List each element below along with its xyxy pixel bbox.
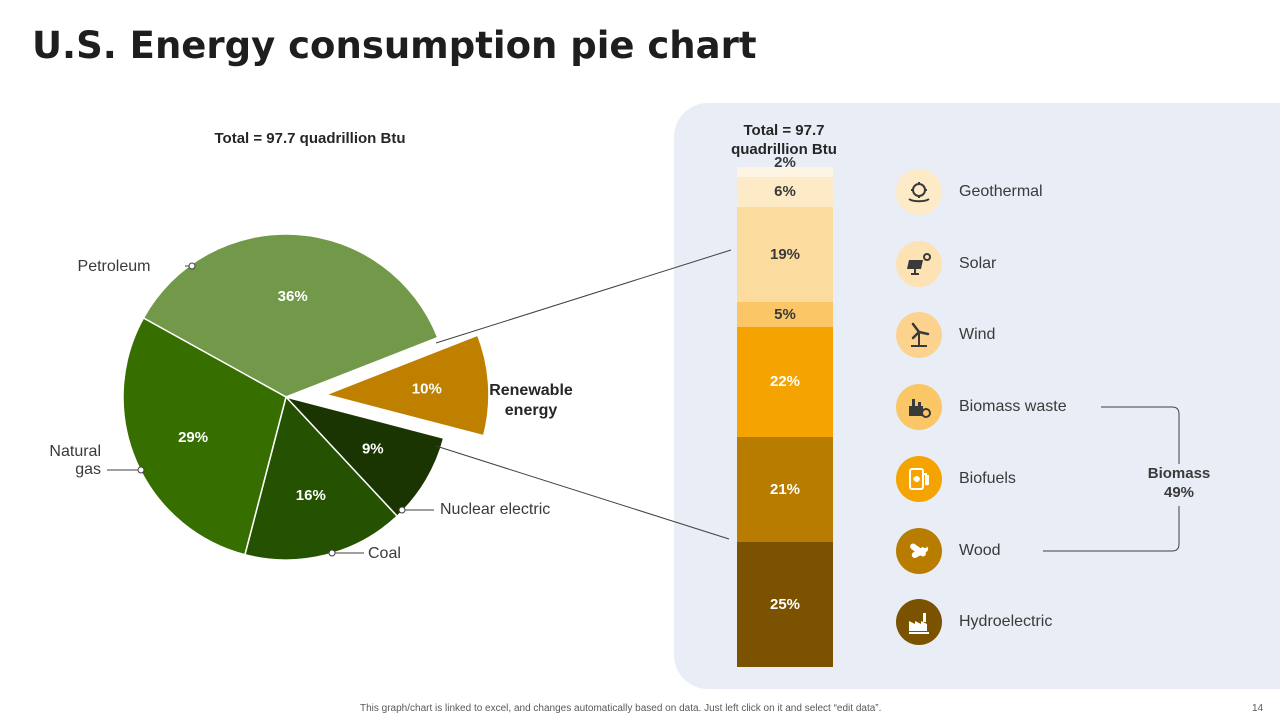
biomass-group-label: Biomass 49% [1134, 464, 1224, 502]
bar-segment-wood[interactable] [737, 437, 833, 542]
legend-label: Biofuels [959, 470, 1016, 487]
legend-label: Solar [959, 255, 997, 272]
bar-segment-geothermal[interactable] [737, 167, 833, 177]
pie-chart-total: Total = 97.7 quadrillion Btu [214, 130, 406, 147]
wood-logs-icon [896, 528, 942, 574]
pie-leader-dot-natural-gas [137, 466, 145, 474]
legend-item-solar: Solar [896, 240, 996, 288]
bar-value-label-wood: 21% [769, 480, 801, 498]
bar-value-label-wind: 19% [769, 245, 801, 263]
pie-category-label-nuclear-electric: Nuclear electric [440, 501, 550, 518]
connector-line-top [435, 249, 732, 344]
pie-value-label-renewable-energy: 10% [412, 381, 442, 398]
page-number: 14 [1252, 703, 1264, 714]
bar-value-label-solar: 6% [774, 183, 796, 200]
pie-slice-coal[interactable] [243, 395, 399, 561]
bar-segment-hydroelectric[interactable] [737, 542, 833, 667]
bar-value-label-hydroelectric: 25% [769, 595, 801, 613]
slide-title: U.S. Energy consumption pie chart [32, 24, 757, 67]
pie-category-label-petroleum: Petroleum [78, 258, 151, 275]
legend-item-geothermal: Geothermal [896, 168, 1043, 216]
biofuel-pump-icon [896, 456, 942, 502]
legend-label: Wood [959, 542, 1001, 559]
legend-label: Geothermal [959, 183, 1043, 200]
connector-line-bottom [435, 445, 730, 540]
pie-value-label-petroleum: 36% [278, 288, 308, 305]
biomass-label-line: 49% [1163, 484, 1195, 501]
bar-segment-solar[interactable] [737, 177, 833, 207]
biomass-bracket [1043, 406, 1180, 552]
pie-leader-dot-nuclear-electric [398, 506, 406, 514]
pie-category-label-natural-gas: Natural gas [49, 443, 101, 478]
bar-value-label-biofuels: 22% [769, 373, 801, 390]
pie-value-label-natural-gas: 29% [178, 429, 208, 446]
pie-slice-renewable-energy[interactable] [323, 334, 490, 437]
bar-value-label-geothermal: 2% [774, 154, 796, 171]
bar-segment-biofuels[interactable] [737, 327, 833, 437]
legend-label: Biomass waste [959, 398, 1067, 415]
pie-value-label-coal: 16% [296, 487, 326, 504]
stacked-bar-total: Total = 97.7 quadrillion Btu [731, 122, 837, 158]
legend-item-wood: Wood [896, 527, 1001, 575]
pie-value-label-nuclear-electric: 9% [362, 441, 384, 458]
wind-turbine-icon [896, 312, 942, 358]
pie-leader-dot-coal [328, 549, 336, 557]
stacked-bar-chart[interactable]: 25% 21% 22% 5% 19% 6% 2% [737, 154, 833, 667]
geothermal-icon [896, 169, 942, 215]
pie-leader-dot-petroleum [188, 262, 196, 270]
pie-category-label-renewable-energy: Renewable energy [489, 382, 573, 419]
pie-category-label-coal: Coal [368, 545, 401, 562]
legend-item-wind: Wind [896, 311, 995, 359]
legend-label: Wind [959, 326, 996, 343]
legend-label: Hydroelectric [959, 613, 1053, 630]
legend-item-biomass-waste: Biomass waste [896, 383, 1067, 431]
pie-slice-petroleum[interactable] [142, 233, 439, 398]
legend-item-biofuels: Biofuels [896, 455, 1016, 503]
biomass-waste-icon [896, 384, 942, 430]
pie-slice-natural-gas[interactable] [122, 316, 287, 556]
hydroelectric-plant-icon [896, 599, 942, 645]
biomass-label-line: Biomass [1147, 465, 1211, 482]
pie-slice-nuclear-electric[interactable] [283, 395, 445, 518]
bar-value-label-biomass-waste: 5% [774, 305, 796, 323]
bar-segment-wind[interactable] [737, 207, 833, 302]
legend-item-hydroelectric: Hydroelectric [896, 598, 1052, 646]
solar-panel-icon [896, 241, 942, 287]
bar-segment-biomass-waste[interactable] [737, 302, 833, 327]
footer-note: This graph/chart is linked to excel, and… [360, 703, 882, 714]
